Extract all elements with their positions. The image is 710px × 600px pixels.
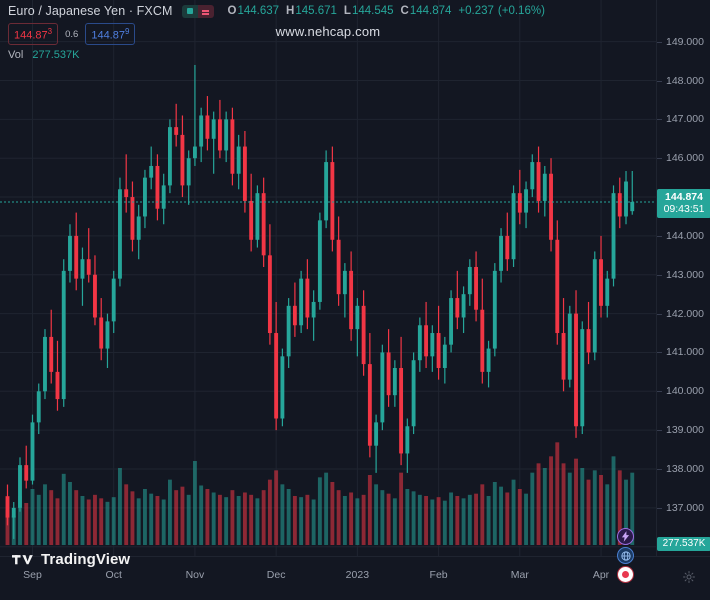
time-axis-tick: Oct [105,569,122,581]
floating-badges[interactable] [617,528,634,585]
price-axis-tick: 148.000 [657,75,710,87]
time-axis-tick: Sep [23,569,42,581]
ohlc-readout: O 144.637 H 145.671 L 144.545 C 144.874 +0.2… [228,5,545,17]
globe-icon[interactable] [617,547,634,564]
site-watermark: www.nehcap.com [275,24,381,39]
ohlc-close-label: C [400,5,409,17]
time-axis-tick: Mar [510,569,529,581]
price-axis-tick: 140.000 [657,385,710,397]
volume-legend[interactable]: Vol 277.537K [8,49,545,61]
bid-price-box[interactable]: 144.873 [8,22,59,46]
price-axis-tick: 142.000 [657,308,710,320]
price-axis[interactable]: 149.000148.000147.000146.000145.000144.0… [656,0,710,556]
record-icon[interactable] [617,566,634,583]
price-axis-tick: 139.000 [657,424,710,436]
price-axis-tick: 138.000 [657,463,710,475]
price-axis-tick: 149.000 [657,36,710,48]
volume-badge[interactable]: 277.537K [657,537,710,551]
ohlc-high-value: 145.671 [295,5,337,17]
lightning-icon[interactable] [617,528,634,545]
gear-icon[interactable] [682,570,696,584]
price-axis-tick: 146.000 [657,152,710,164]
volume-label: Vol [8,49,24,61]
candlestick-plot[interactable] [0,0,656,556]
price-axis-tick: 137.000 [657,502,710,514]
session-extended-segment[interactable] [197,4,214,18]
change-value: +0.237 [458,5,494,17]
tradingview-logo-text: TradingView [41,551,131,568]
current-price-badge[interactable]: 144.874 09:43:51 [657,188,710,218]
time-axis[interactable]: Sep Oct Nov Dec 2023 Feb Mar Apr [0,556,710,600]
time-axis-tick: Dec [266,569,286,581]
ohlc-high-label: H [286,5,295,17]
ohlc-close-value: 144.874 [409,5,452,17]
time-axis-tick: 2023 [345,569,370,581]
bid-price: 144.87 [14,29,48,42]
ask-price-fraction: 9 [124,26,130,36]
ohlc-open-value: 144.637 [237,5,280,17]
ask-price: 144.87 [91,29,125,42]
current-price-value: 144.874 [665,190,703,203]
session-toggle-icon[interactable] [181,4,214,18]
ohlc-low-label: L [343,5,351,17]
chart-legend: Euro / Japanese Yen · FXCM O 144.637 H 145… [8,3,545,61]
time-axis-tick: Apr [592,569,610,581]
tradingview-logo-icon [12,554,33,564]
ohlc-low-value: 144.545 [351,5,394,17]
time-axis-tick: Nov [185,569,205,581]
ask-price-box[interactable]: 144.879 [85,22,136,46]
spread-value: 0.6 [65,28,79,40]
change-percent: (+0.16%) [497,5,545,17]
ohlc-open-label: O [227,5,237,17]
price-axis-tick: 141.000 [657,346,710,358]
current-price-time: 09:43:51 [663,202,705,215]
price-axis-tick: 144.000 [657,230,710,242]
bid-price-fraction: 3 [47,26,53,36]
volume-value: 277.537K [32,49,80,61]
price-axis-tick: 143.000 [657,269,710,281]
price-axis-tick: 147.000 [657,113,710,125]
symbol-title[interactable]: Euro / Japanese Yen · FXCM [8,4,173,18]
tradingview-logo[interactable]: TradingView [12,551,130,568]
time-axis-tick: Feb [429,569,448,581]
session-regular-segment[interactable] [181,4,198,18]
